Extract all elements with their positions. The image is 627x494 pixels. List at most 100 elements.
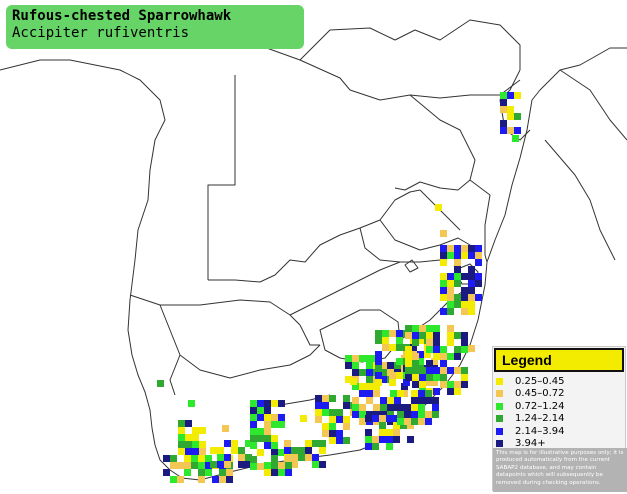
distribution-cell [404, 418, 411, 425]
distribution-cell [184, 455, 191, 462]
distribution-cell [426, 346, 433, 353]
distribution-cell [205, 462, 212, 469]
border-far-east [544, 139, 616, 261]
distribution-cell [405, 374, 412, 381]
distribution-cell [418, 404, 425, 411]
distribution-cell [454, 280, 461, 287]
distribution-cell [278, 400, 285, 407]
distribution-cell [389, 330, 396, 337]
distribution-cell [238, 454, 245, 461]
border-orange-river [129, 294, 301, 326]
distribution-cell [185, 434, 192, 441]
distribution-cell [412, 353, 419, 360]
distribution-cell [380, 397, 387, 404]
distribution-cell [315, 416, 322, 423]
distribution-cell [336, 437, 343, 444]
distribution-cell [352, 355, 359, 362]
distribution-cell [500, 99, 507, 106]
distribution-cell [210, 461, 217, 468]
distribution-cell [433, 339, 440, 346]
distribution-cell [226, 476, 233, 483]
legend-disclaimer: This map is for illustrative purposes on… [493, 448, 627, 492]
distribution-cell [359, 418, 366, 425]
distribution-cell [507, 113, 514, 120]
distribution-cell [319, 440, 326, 447]
distribution-cell [431, 379, 438, 386]
distribution-cell [198, 476, 205, 483]
distribution-cell [359, 383, 366, 390]
distribution-cell [271, 414, 278, 421]
distribution-cell [468, 273, 475, 280]
distribution-cell [461, 381, 468, 388]
distribution-cell [199, 448, 206, 455]
distribution-cell [250, 414, 257, 421]
distribution-cell [396, 330, 403, 337]
distribution-cell [352, 383, 359, 390]
distribution-cell [461, 339, 468, 346]
distribution-cell [425, 390, 432, 397]
distribution-cell [264, 435, 271, 442]
distribution-cell [345, 362, 352, 369]
distribution-cell [412, 381, 419, 388]
distribution-cell [435, 204, 442, 211]
distribution-cell [387, 362, 394, 369]
border-botswana-rsa [208, 189, 421, 283]
distribution-cell [359, 390, 366, 397]
distribution-cell [226, 469, 233, 476]
distribution-cell [372, 443, 379, 450]
distribution-cell [284, 447, 291, 454]
distribution-cell [380, 411, 387, 418]
distribution-cell [412, 374, 419, 381]
distribution-cell [375, 330, 382, 337]
distribution-cell [352, 369, 359, 376]
distribution-cell [468, 245, 475, 252]
distribution-cell [500, 120, 507, 127]
distribution-cell [396, 358, 403, 365]
distribution-cell [231, 447, 238, 454]
distribution-cell [468, 308, 475, 315]
distribution-cell [432, 397, 439, 404]
distribution-cell [278, 462, 285, 469]
distribution-cell [319, 461, 326, 468]
distribution-cell [405, 353, 412, 360]
distribution-cell [411, 390, 418, 397]
distribution-cell [329, 437, 336, 444]
legend-label: 3.94+ [515, 438, 546, 450]
border-angola-zambia [299, 19, 521, 70]
distribution-cell [440, 374, 447, 381]
distribution-cell [366, 369, 373, 376]
border-zimbabwe [394, 94, 476, 191]
province-line-2 [359, 227, 401, 263]
distribution-cell [188, 400, 195, 407]
distribution-cell [468, 266, 475, 273]
distribution-cell [394, 404, 401, 411]
distribution-cell [396, 337, 403, 344]
distribution-cell [264, 469, 271, 476]
distribution-cell [257, 400, 264, 407]
distribution-cell [199, 427, 206, 434]
distribution-cell [400, 422, 407, 429]
distribution-cell [454, 245, 461, 252]
distribution-cell [405, 325, 412, 332]
distribution-cell [231, 440, 238, 447]
distribution-cell [319, 447, 326, 454]
distribution-cell [373, 383, 380, 390]
distribution-cell [440, 245, 447, 252]
distribution-cell [387, 397, 394, 404]
distribution-cell [352, 411, 359, 418]
distribution-cell [424, 379, 431, 386]
distribution-cell [257, 435, 264, 442]
distribution-cell [366, 362, 373, 369]
distribution-cell [217, 454, 224, 461]
legend-label: 0.25–0.45 [515, 375, 565, 387]
distribution-cell [386, 415, 393, 422]
distribution-cell [440, 308, 447, 315]
border-free-state [289, 259, 441, 316]
distribution-cell [163, 469, 170, 476]
distribution-cell [271, 455, 278, 462]
distribution-cell [375, 337, 382, 344]
distribution-cell [425, 411, 432, 418]
distribution-cell [345, 355, 352, 362]
distribution-cell [257, 407, 264, 414]
